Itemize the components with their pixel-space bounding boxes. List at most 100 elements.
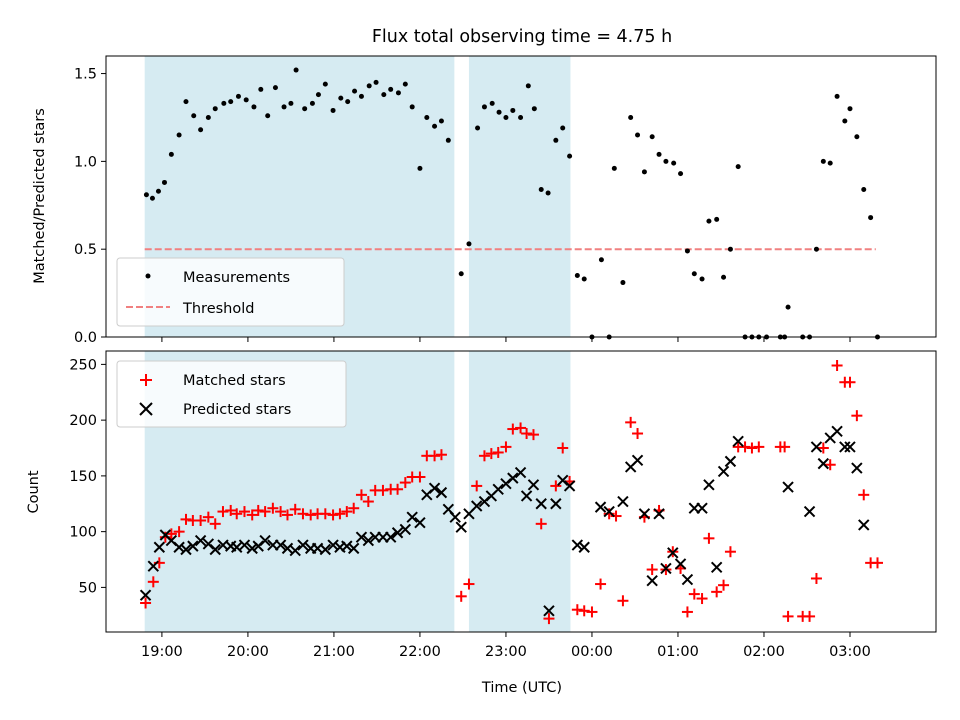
y-tick-label: 100 <box>69 525 97 541</box>
marker-stroke <box>557 474 569 487</box>
data-point-matched <box>399 477 411 489</box>
data-point <box>489 100 495 106</box>
marker-stroke <box>514 466 527 479</box>
data-point-predicted <box>455 521 467 533</box>
data-point-matched <box>688 588 700 600</box>
y-tick-label: 1.5 <box>74 67 97 83</box>
marker-stroke <box>653 508 665 520</box>
data-point <box>358 93 364 99</box>
data-point-predicted <box>571 539 584 551</box>
data-point-predicted <box>209 543 221 556</box>
legend-marker-predicted <box>139 402 153 416</box>
plot-frame <box>105 55 937 338</box>
marker-stroke <box>289 544 301 557</box>
x-tick-label: 02:00 <box>743 644 785 660</box>
data-point-matched <box>782 610 794 622</box>
marker-stroke <box>839 441 851 453</box>
data-point <box>149 195 155 201</box>
marker-stroke <box>594 501 607 513</box>
data-point-predicted <box>674 558 687 570</box>
data-point-predicted <box>851 462 863 474</box>
data-point-matched <box>209 518 221 530</box>
data-point-matched <box>334 508 346 520</box>
data-point-predicted <box>831 425 843 437</box>
data-point-predicted <box>550 498 562 510</box>
marker-stroke <box>406 511 418 523</box>
data-point-matched <box>246 509 258 521</box>
marker-stroke <box>660 562 672 575</box>
data-point-predicted <box>406 511 418 523</box>
data-point <box>373 79 379 85</box>
marker-stroke <box>617 495 629 508</box>
data-point-predicted <box>535 498 547 510</box>
data-point-matched <box>535 518 547 530</box>
data-point <box>251 104 257 110</box>
data-point <box>438 118 444 124</box>
data-point-matched <box>478 450 490 462</box>
x-axis-label: Time (UTC) <box>481 680 562 696</box>
y-tick-label: 200 <box>69 413 97 429</box>
data-point <box>820 158 826 164</box>
data-point-predicted <box>147 560 160 572</box>
data-point-matched <box>571 604 583 616</box>
data-point <box>161 179 167 185</box>
marker-stroke <box>147 560 160 572</box>
data-point-matched <box>515 422 527 434</box>
data-point-predicted <box>520 490 533 502</box>
marker-stroke <box>414 517 426 529</box>
data-point-matched <box>507 423 519 435</box>
data-point <box>309 100 315 106</box>
data-point-matched <box>578 605 590 617</box>
marker-stroke <box>638 508 651 520</box>
data-point-predicted <box>289 544 301 557</box>
data-point-matched <box>231 508 243 520</box>
panel-counts: 50 100 150 200 250 19:00 20:00 21:00 22:00 23:00 0… <box>26 350 937 696</box>
data-point-matched <box>281 509 293 521</box>
data-point <box>834 93 840 99</box>
data-point <box>409 104 415 110</box>
data-point-predicted <box>492 483 504 495</box>
marker-stroke <box>274 539 287 551</box>
marker-stroke <box>782 481 794 493</box>
data-point-matched <box>341 506 353 518</box>
data-point-predicted <box>391 527 404 539</box>
marker-stroke <box>717 465 730 478</box>
y-tick-label: 0.0 <box>74 330 97 346</box>
data-point <box>265 113 271 119</box>
data-point-matched <box>435 449 447 461</box>
legend-marker-measurements <box>145 273 151 279</box>
data-point-predicted <box>259 534 271 547</box>
data-point <box>684 248 690 254</box>
data-point-predicted <box>319 543 332 556</box>
data-point-predicted <box>653 508 665 520</box>
data-point <box>628 114 634 120</box>
data-point <box>322 81 328 87</box>
data-point <box>205 114 211 120</box>
data-point <box>611 165 617 171</box>
x-tick-label: 23:00 <box>485 644 527 660</box>
marker-stroke <box>696 502 708 514</box>
data-point <box>567 153 573 159</box>
data-point <box>868 215 874 221</box>
marker-stroke <box>803 505 816 518</box>
data-point-predicted <box>717 465 730 478</box>
data-point-predicted <box>578 541 590 553</box>
data-point <box>813 246 819 252</box>
data-point <box>388 86 394 92</box>
data-point-matched <box>543 613 555 625</box>
data-point <box>315 92 321 98</box>
data-point-matched <box>586 606 598 618</box>
data-point <box>221 100 227 106</box>
data-point <box>381 92 387 98</box>
data-point <box>553 137 559 143</box>
data-point-matched <box>173 526 185 538</box>
marker-stroke <box>578 541 590 553</box>
marker-stroke <box>703 479 715 491</box>
data-point-matched <box>225 504 237 516</box>
data-point-matched <box>492 446 504 458</box>
data-point <box>417 165 423 171</box>
marker-stroke <box>817 457 830 470</box>
data-point-predicted <box>297 539 309 551</box>
marker-stroke <box>159 529 172 541</box>
legend-top: Measurements Threshold <box>116 257 345 327</box>
